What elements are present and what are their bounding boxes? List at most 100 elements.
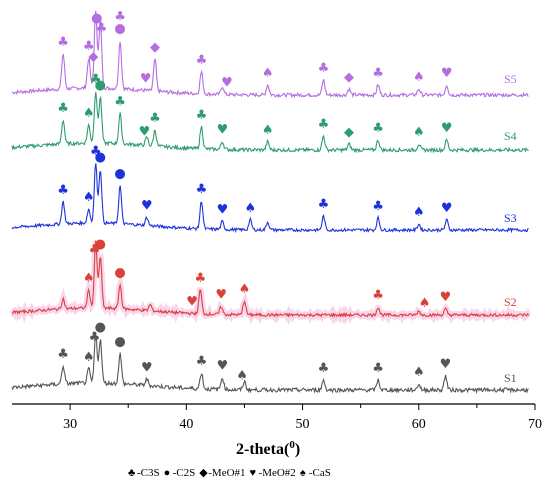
- peak-marker-heart: ♥: [217, 358, 229, 373]
- peak-marker-club: ♣: [89, 242, 101, 257]
- peak-marker-heart: ♥: [440, 357, 452, 372]
- x-axis-title: 2-theta(0): [236, 439, 300, 458]
- peak-marker-dot: ●: [95, 237, 106, 252]
- peak-marker-club: ♣: [318, 197, 330, 212]
- peak-marker-heart: ♥: [186, 294, 198, 309]
- peak-marker-club: ♣: [114, 95, 126, 110]
- peak-marker-heart: ♥: [217, 202, 229, 217]
- peak-marker-spade: ♠: [419, 296, 431, 311]
- peak-marker-club: ♣: [57, 347, 69, 362]
- plot-layer: S5 S4 S3 S2 S1: [9, 10, 532, 395]
- series-label-S1: S1: [504, 371, 517, 385]
- legend-symbol-heart: ♥: [250, 467, 257, 479]
- peak-marker-heart: ♥: [440, 290, 452, 305]
- x-tick-label: 30: [63, 417, 77, 432]
- peak-marker-spade: ♠: [83, 350, 95, 365]
- peak-marker-spade: ♠: [262, 66, 274, 81]
- peak-marker-spade: ♠: [413, 365, 425, 380]
- peak-marker-heart: ♥: [139, 124, 151, 139]
- peak-marker-dot: ●: [91, 11, 102, 26]
- x-tick-label: 70: [528, 417, 542, 432]
- series-line-S2: [11, 240, 530, 318]
- peak-marker-club: ♣: [318, 117, 330, 132]
- series-label-S3: S3: [504, 211, 517, 225]
- series-line-S1: [11, 334, 529, 395]
- x-axis-title-unit: 0: [289, 439, 295, 451]
- series-label-S4: S4: [504, 129, 517, 143]
- peak-marker-heart: ♥: [141, 199, 153, 214]
- peak-marker-diamond: ◆: [88, 49, 98, 64]
- peak-marker-club: ♣: [372, 288, 384, 303]
- peak-marker-club: ♣: [96, 21, 108, 36]
- peak-marker-diamond: ◆: [150, 40, 160, 55]
- peak-marker-spade: ♠: [239, 282, 251, 297]
- legend-label-spade: -CaS: [309, 467, 331, 479]
- peak-marker-club: ♣: [90, 72, 102, 87]
- peak-marker-club: ♣: [372, 121, 384, 136]
- peak-marker-spade: ♠: [244, 201, 256, 216]
- peak-marker-dot: ●: [95, 78, 106, 93]
- peak-marker-dot: ●: [114, 167, 125, 182]
- series-line-S5: [11, 10, 529, 99]
- peak-marker-club: ♣: [114, 10, 126, 25]
- peak-marker-dot: ●: [114, 22, 125, 37]
- series-line-S3: [11, 163, 529, 234]
- peak-marker-club: ♣: [83, 39, 95, 54]
- peak-marker-dot: ●: [114, 266, 125, 281]
- series-label-S2: S2: [504, 295, 517, 309]
- peak-marker-club: ♣: [57, 35, 69, 50]
- peak-marker-dot: ●: [114, 335, 125, 350]
- legend-label-dot: -C2S: [173, 467, 196, 479]
- peak-marker-club: ♣: [149, 111, 161, 126]
- peak-marker-club: ♣: [57, 101, 69, 116]
- peak-marker-club: ♣: [372, 361, 384, 376]
- peak-marker-club: ♣: [90, 144, 102, 159]
- legend-label-club: -C3S: [137, 467, 160, 479]
- peak-marker-club: ♣: [196, 354, 208, 369]
- peak-marker-club: ♣: [372, 199, 384, 214]
- legend-symbol-spade: ♠: [300, 467, 306, 479]
- peak-marker-heart: ♥: [441, 121, 453, 136]
- peak-marker-heart: ♥: [215, 287, 227, 302]
- peak-marker-spade: ♠: [413, 205, 425, 220]
- peak-marker-dot: ●: [95, 320, 106, 335]
- x-axis-title-text: 2-theta: [236, 441, 284, 458]
- peak-marker-club: ♣: [318, 61, 330, 76]
- peak-marker-club: ♣: [89, 330, 101, 345]
- peak-marker-heart: ♥: [441, 66, 453, 81]
- peak-marker-club: ♣: [194, 271, 206, 286]
- peak-marker-club: ♣: [318, 361, 330, 376]
- series-label-S5: S5: [504, 72, 517, 86]
- peak-marker-spade: ♠: [413, 70, 425, 85]
- x-tick-label: 50: [296, 417, 310, 432]
- peak-marker-spade: ♠: [262, 123, 274, 138]
- x-tick-label: 40: [179, 417, 193, 432]
- tick-layer: 30 40 50 60 70: [63, 404, 542, 432]
- peak-marker-heart: ♥: [141, 361, 153, 376]
- peak-marker-spade: ♠: [83, 271, 95, 286]
- peak-marker-spade: ♠: [83, 106, 95, 121]
- series-line-S4: [11, 91, 529, 154]
- peak-marker-spade: ♠: [413, 125, 425, 140]
- peak-marker-dot: ●: [95, 150, 106, 165]
- x-tick-label: 60: [412, 417, 426, 432]
- legend-symbol-dot: ●: [164, 467, 171, 479]
- peak-marker-heart: ♥: [441, 201, 453, 216]
- legend-label-diamond: -MeO#1: [208, 467, 245, 479]
- peak-marker-club: ♣: [196, 182, 208, 197]
- peak-marker-heart: ♥: [221, 76, 233, 91]
- peak-marker-club: ♣: [196, 53, 208, 68]
- peak-marker-heart: ♥: [217, 122, 229, 137]
- legend-label-heart: -MeO#2: [259, 467, 296, 479]
- peak-marker-club: ♣: [372, 66, 384, 81]
- peak-marker-spade: ♠: [236, 369, 248, 384]
- peak-marker-club: ♣: [196, 108, 208, 123]
- peak-marker-club: ♣: [57, 183, 69, 198]
- peak-marker-diamond: ◆: [344, 70, 354, 85]
- legend-symbol-diamond: ◆: [199, 467, 208, 479]
- peak-marker-diamond: ◆: [344, 125, 354, 140]
- peak-marker-heart: ♥: [140, 71, 152, 86]
- legend-symbol-club: ♣: [128, 467, 135, 479]
- marker-layer: ♣ ♣◆●♣ ●♣♥◆♣♥♠ ♣◆ ♣ ♠ ♥♣ ♠♣●♣♥♣ ♣♥ ♠ ♣◆ ♣ ♠ ♥♣ ♠♣●●♥♣♥…: [57, 10, 452, 384]
